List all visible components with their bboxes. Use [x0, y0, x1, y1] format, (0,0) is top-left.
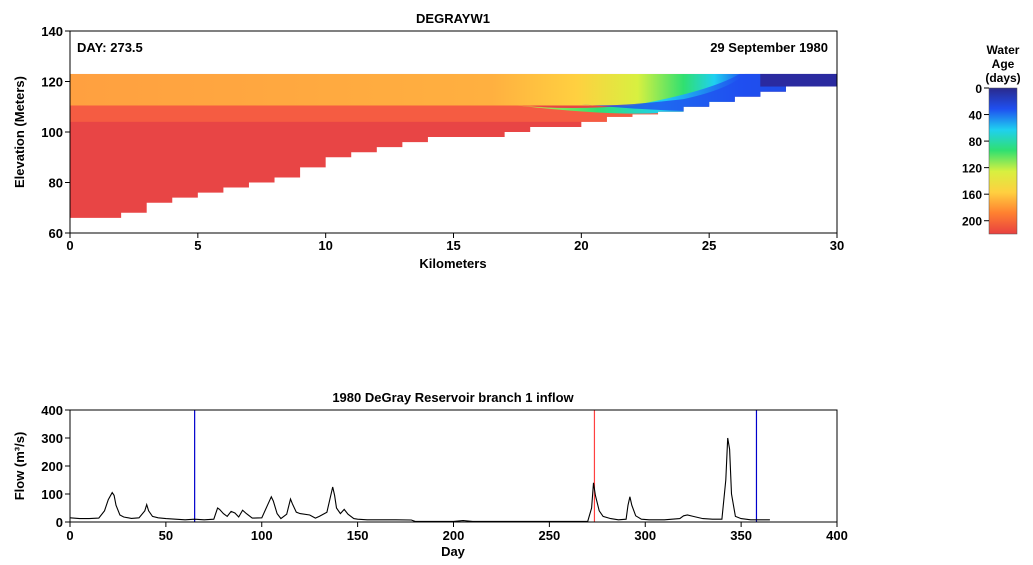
colorbar-title-line-2: Age	[992, 57, 1015, 71]
inflow-series-line	[70, 437, 770, 522]
top-y-tick-label: 80	[49, 176, 63, 191]
date-label: 29 September 1980	[710, 40, 828, 55]
bottom-x-tick-label: 350	[730, 528, 752, 543]
bottom-y-tick-label: 300	[41, 431, 63, 446]
top-x-tick-label: 20	[574, 238, 588, 253]
top-y-axis-label: Elevation (Meters)	[12, 76, 27, 188]
bottom-x-tick-label: 300	[634, 528, 656, 543]
bottom-x-tick-label: 150	[347, 528, 369, 543]
top-x-tick-label: 0	[66, 238, 73, 253]
bottom-y-tick-label: 200	[41, 459, 63, 474]
bottom-axes: 0 50 100 150 200 250 300 350 400 0 100 200 300 400	[41, 403, 848, 543]
colorbar-tick-label: 80	[969, 135, 983, 149]
top-chart-title: DEGRAYW1	[416, 11, 490, 26]
colorbar-tick-label: 120	[962, 162, 982, 176]
top-x-axis-label: Kilometers	[419, 256, 486, 271]
bottom-x-tick-label: 100	[251, 528, 273, 543]
top-y-tick-label: 120	[41, 75, 63, 90]
bottom-y-tick-label: 100	[41, 487, 63, 502]
colorbar: Water Age (days) 0 40 80 120 160 200	[962, 43, 1021, 235]
top-axes: 0 5 10 15 20 25 30 60 80 100 120 140	[41, 24, 844, 253]
bottom-x-tick-label: 250	[539, 528, 561, 543]
top-y-tick-label: 60	[49, 226, 63, 241]
water-age-contour	[70, 73, 837, 218]
bottom-y-axis-label: Flow (m³/s)	[12, 432, 27, 501]
day-label: DAY: 273.5	[77, 40, 143, 55]
bottom-x-tick-label: 400	[826, 528, 848, 543]
transition-band	[70, 105, 659, 122]
top-y-tick-label: 140	[41, 24, 63, 39]
bottom-chart-title: 1980 DeGray Reservoir branch 1 inflow	[332, 390, 574, 405]
bottom-plot-frame	[69, 409, 838, 523]
colorbar-title-line-3: (days)	[985, 71, 1020, 85]
bottom-x-tick-label: 0	[66, 528, 73, 543]
inflow-plot-area	[70, 410, 770, 522]
water-body	[70, 73, 837, 218]
river-inflow-zone	[760, 73, 837, 87]
bottom-x-tick-label: 50	[159, 528, 173, 543]
top-x-tick-label: 10	[318, 238, 332, 253]
colorbar-tick-label: 0	[975, 82, 982, 96]
top-x-tick-label: 25	[702, 238, 716, 253]
bottom-y-tick-label: 0	[56, 515, 63, 530]
colorbar-tick-label: 40	[969, 109, 983, 123]
colorbar-tick-label: 200	[962, 215, 982, 229]
bottom-x-tick-label: 200	[443, 528, 465, 543]
top-x-tick-label: 15	[446, 238, 460, 253]
colorbar-tick-label: 160	[962, 188, 982, 202]
bottom-x-axis-label: Day	[441, 544, 466, 559]
colorbar-gradient	[988, 87, 1018, 235]
colorbar-title-line-1: Water	[987, 43, 1020, 57]
top-x-tick-label: 30	[830, 238, 844, 253]
top-y-tick-label: 100	[41, 125, 63, 140]
bottom-y-tick-label: 400	[41, 403, 63, 418]
top-x-tick-label: 5	[194, 238, 201, 253]
